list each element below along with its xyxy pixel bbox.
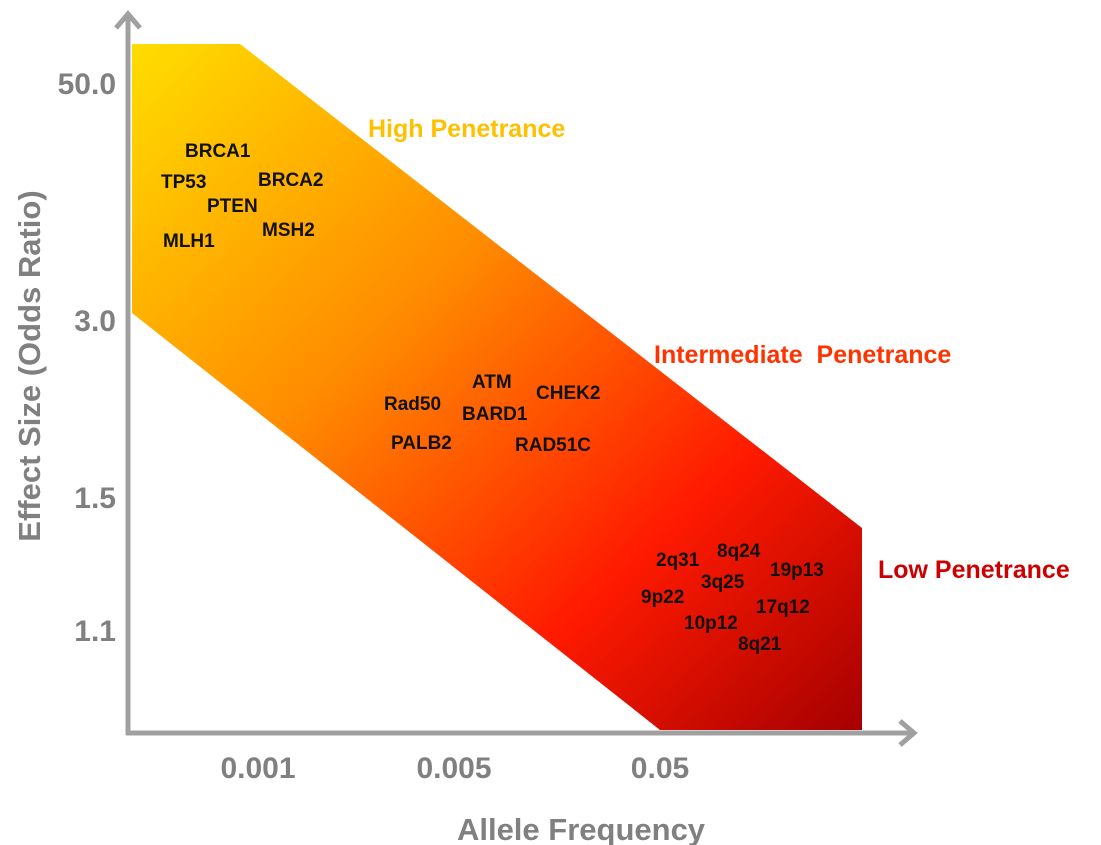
gene-label: MLH1 [163, 231, 215, 252]
gene-label: ATM [472, 372, 512, 393]
gene-label: 17q12 [756, 597, 810, 618]
axes [114, 10, 918, 747]
y-tick-label: 1.5 [74, 482, 116, 515]
y-axis-title: Effect Size (Odds Ratio) [12, 190, 47, 541]
penetrance-band [132, 44, 862, 730]
gene-label: BARD1 [462, 404, 528, 425]
gene-label: BRCA1 [185, 141, 251, 162]
y-tick-label: 50.0 [58, 68, 116, 101]
gene-label: 10p12 [684, 613, 738, 634]
gene-label: 8q24 [717, 541, 761, 562]
gene-label: Rad50 [384, 394, 441, 415]
x-tick-label: 0.05 [631, 752, 689, 785]
gene-label: 2q31 [656, 550, 700, 571]
gene-label: BRCA2 [258, 170, 323, 191]
gene-label: MSH2 [262, 220, 315, 241]
x-tick-label: 0.001 [220, 752, 295, 785]
x-tick-label: 0.005 [416, 752, 491, 785]
x-axis-title: Allele Frequency [457, 812, 706, 845]
y-tick-label: 1.1 [74, 615, 116, 648]
gene-label: TP53 [161, 172, 206, 193]
gene-label: CHEK2 [536, 383, 600, 404]
gene-label: PALB2 [391, 433, 452, 454]
gene-label: 3q25 [701, 572, 745, 593]
gene-label: 19p13 [770, 560, 824, 581]
x-axis-arrowhead [898, 719, 918, 747]
intermediate-penetrance-label: Intermediate Penetrance [654, 341, 951, 369]
gene-label: 8q21 [738, 634, 782, 655]
gene-label: 9p22 [641, 587, 684, 608]
gene-label: PTEN [207, 196, 258, 217]
y-tick-label: 3.0 [74, 305, 116, 338]
gene-label: RAD51C [515, 435, 591, 456]
low-penetrance-label: Low Penetrance [878, 556, 1070, 584]
y-axis-arrowhead [114, 10, 142, 30]
high-penetrance-label: High Penetrance [368, 115, 565, 143]
